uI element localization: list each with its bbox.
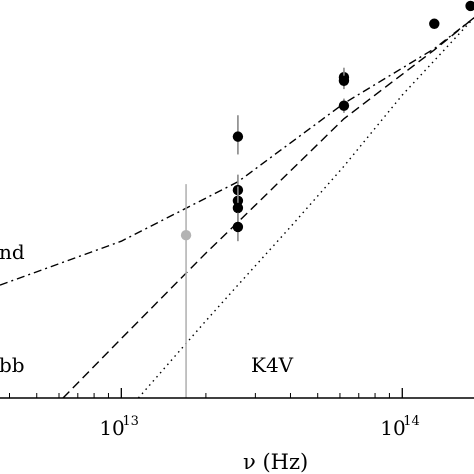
data-point	[465, 0, 474, 12]
x-tick-exponent: 14	[403, 414, 420, 429]
data-marker	[338, 75, 350, 86]
annotations: nd bb K4V	[0, 240, 294, 377]
data-point	[338, 71, 350, 90]
series-line-nd	[0, 17, 474, 286]
data-points	[180, 0, 474, 398]
x-tick-label: 10	[99, 416, 124, 440]
x-axis-label: ν (Hz)	[243, 450, 308, 474]
data-point	[232, 212, 244, 242]
x-tick-exponent: 13	[122, 414, 139, 429]
data-point	[232, 115, 244, 155]
data-marker	[429, 18, 440, 29]
data-marker	[465, 0, 474, 12]
data-marker	[232, 202, 244, 214]
series-line-k4v	[137, 17, 474, 399]
data-point	[180, 184, 192, 398]
annotation-k4v: K4V	[251, 353, 294, 377]
data-marker	[338, 100, 350, 111]
data-point	[429, 18, 440, 29]
series-line-bb	[62, 17, 474, 399]
annotation-nd: nd	[0, 240, 25, 264]
model-curves	[0, 17, 474, 399]
data-point	[338, 98, 350, 113]
data-marker	[232, 221, 244, 233]
annotation-bb: bb	[0, 353, 25, 377]
data-marker	[232, 131, 244, 142]
x-tick-label: 10	[380, 416, 405, 440]
data-marker	[180, 230, 192, 241]
